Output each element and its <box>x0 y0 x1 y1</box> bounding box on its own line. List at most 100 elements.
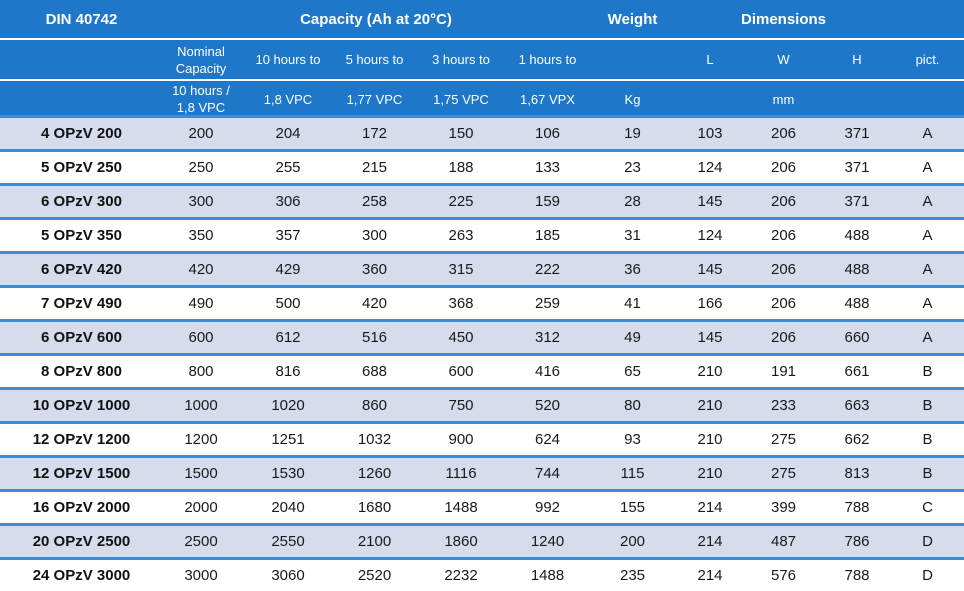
header-nominal: Nominal Capacity <box>175 43 227 76</box>
cell-length: 124 <box>697 159 723 176</box>
cell-cap-1h: 1240 <box>530 533 565 550</box>
cell-model: 6 OPzV 420 <box>41 261 122 278</box>
cell-nominal: 3000 <box>184 567 218 584</box>
header-10h-vpc: 1,8 VPC <box>263 91 313 107</box>
cell-width: 576 <box>770 567 797 584</box>
cell-model: 6 OPzV 300 <box>41 193 122 210</box>
cell-cap-5h: 516 <box>361 329 388 346</box>
cell-cap-3h: 315 <box>448 261 474 278</box>
cell-cap-3h: 1116 <box>445 465 477 482</box>
header-row-main: DIN 40742 Capacity (Ah at 20°C) Weight D… <box>0 0 964 38</box>
cell-nominal: 350 <box>188 227 214 244</box>
cell-pict: B <box>922 397 933 414</box>
cell-nominal: 420 <box>188 261 214 278</box>
table-row: 10 OPzV 1000 1000 1020 860 750 520 80 210 233 663… <box>0 390 964 421</box>
cell-height: 660 <box>844 329 870 346</box>
cell-nominal: 1200 <box>184 431 218 448</box>
cell-nominal: 490 <box>188 295 214 312</box>
cell-cap-10h: 3060 <box>271 567 305 584</box>
cell-pict: D <box>922 567 933 584</box>
cell-weight: 200 <box>619 533 646 550</box>
cell-pict: B <box>922 465 933 482</box>
cell-model: 20 OPzV 2500 <box>32 533 131 550</box>
cell-weight: 65 <box>624 363 641 380</box>
cell-length: 166 <box>697 295 723 312</box>
cell-pict: B <box>922 431 933 448</box>
table-row: 6 OPzV 300 300 306 258 225 159 28 145 206 371 A <box>0 186 964 217</box>
cell-cap-1h: 185 <box>534 227 561 244</box>
cell-cap-3h: 263 <box>448 227 474 244</box>
cell-height: 662 <box>844 431 870 448</box>
cell-cap-3h: 188 <box>448 159 474 176</box>
header-1h: 1 hours to <box>518 52 577 67</box>
cell-weight: 41 <box>624 295 641 312</box>
table-row: 8 OPzV 800 800 816 688 600 416 65 210 191 661 B <box>0 356 964 387</box>
table-row: 16 OPzV 2000 2000 2040 1680 1488 992 155 214 399… <box>0 492 964 523</box>
cell-length: 210 <box>697 431 723 448</box>
cell-nominal: 1000 <box>184 397 218 414</box>
cell-cap-5h: 1260 <box>357 465 392 482</box>
row-separator <box>0 353 964 356</box>
cell-width: 275 <box>770 431 797 448</box>
cell-width: 206 <box>770 125 797 142</box>
header-pict: pict. <box>915 52 940 67</box>
cell-pict: C <box>922 499 933 516</box>
cell-cap-5h: 258 <box>361 193 388 210</box>
cell-cap-3h: 2232 <box>444 567 478 584</box>
table-row: 5 OPzV 250 250 255 215 188 133 23 124 206 371 A <box>0 152 964 183</box>
cell-cap-10h: 612 <box>275 329 301 346</box>
table-row: 12 OPzV 1500 1500 1530 1260 1116 744 115 210 275… <box>0 458 964 489</box>
cell-height: 371 <box>844 159 870 176</box>
header-row-units: 10 hours / 1,8 VPC 1,8 VPC 1,77 VPC 1,75… <box>0 81 964 117</box>
header-W: W <box>777 52 790 67</box>
cell-cap-3h: 900 <box>448 431 474 448</box>
cell-nominal: 600 <box>188 329 214 346</box>
cell-model: 7 OPzV 490 <box>41 295 122 312</box>
cell-cap-10h: 204 <box>275 125 301 142</box>
cell-height: 813 <box>844 465 870 482</box>
cell-model: 6 OPzV 600 <box>41 329 122 346</box>
cell-cap-5h: 360 <box>361 261 388 278</box>
cell-length: 210 <box>697 363 723 380</box>
cell-model: 12 OPzV 1500 <box>32 465 131 482</box>
cell-weight: 235 <box>619 567 646 584</box>
cell-model: 5 OPzV 350 <box>41 227 122 244</box>
table-row: 12 OPzV 1200 1200 1251 1032 900 624 93 210 275 66… <box>0 424 964 455</box>
row-separator <box>0 387 964 390</box>
cell-pict: A <box>922 261 933 278</box>
cell-nominal: 1500 <box>184 465 218 482</box>
cell-width: 206 <box>770 193 797 210</box>
cell-height: 786 <box>844 533 870 550</box>
cell-cap-3h: 1488 <box>444 499 478 516</box>
cell-cap-1h: 133 <box>534 159 561 176</box>
cell-height: 488 <box>844 261 870 278</box>
header-3h: 3 hours to <box>432 52 490 67</box>
cell-cap-1h: 159 <box>534 193 561 210</box>
cell-cap-3h: 600 <box>448 363 474 380</box>
cell-height: 663 <box>844 397 870 414</box>
cell-weight: 23 <box>624 159 641 176</box>
cell-weight: 31 <box>624 227 641 244</box>
cell-length: 103 <box>697 125 723 142</box>
header-row-sub: Nominal Capacity 10 hours to 5 hours to … <box>0 40 964 79</box>
row-separator <box>0 489 964 492</box>
cell-weight: 155 <box>619 499 646 516</box>
cell-cap-10h: 429 <box>275 261 301 278</box>
cell-width: 206 <box>770 295 797 312</box>
cell-cap-10h: 255 <box>275 159 301 176</box>
header-nominal-units: 10 hours / 1,8 VPC <box>172 83 230 115</box>
cell-pict: A <box>922 193 933 210</box>
header-3h-vpc: 1,75 VPC <box>433 91 489 107</box>
cell-weight: 80 <box>624 397 641 414</box>
cell-cap-1h: 624 <box>534 431 561 448</box>
cell-cap-5h: 300 <box>361 227 388 244</box>
cell-weight: 115 <box>620 465 645 482</box>
cell-nominal: 300 <box>188 193 214 210</box>
header-1h-vpc: 1,67 VPX <box>520 91 575 107</box>
header-5h-vpc: 1,77 VPC <box>346 91 403 107</box>
cell-cap-1h: 106 <box>534 125 561 142</box>
row-separator <box>0 285 964 288</box>
row-separator <box>0 319 964 322</box>
cell-width: 206 <box>770 227 797 244</box>
cell-height: 488 <box>844 295 870 312</box>
